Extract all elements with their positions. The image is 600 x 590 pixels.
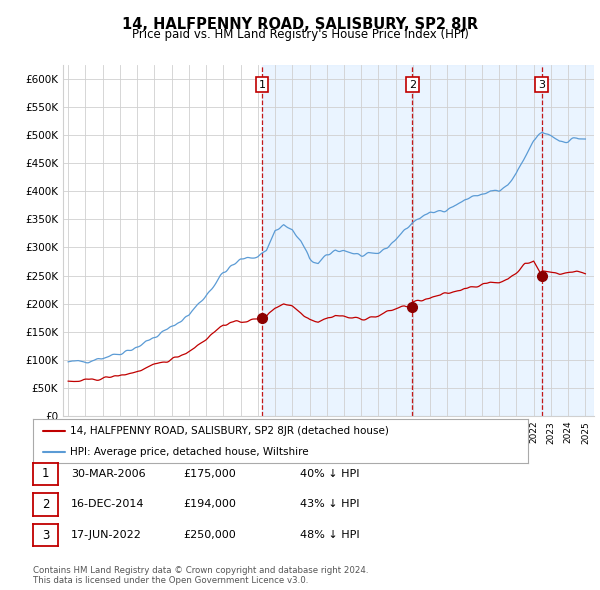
Text: £175,000: £175,000 xyxy=(183,469,236,478)
Text: 1: 1 xyxy=(259,80,266,90)
Text: 40% ↓ HPI: 40% ↓ HPI xyxy=(300,469,359,478)
Text: £194,000: £194,000 xyxy=(183,500,236,509)
Text: 17-JUN-2022: 17-JUN-2022 xyxy=(71,530,142,540)
Bar xyxy=(542,65,594,416)
Text: 14, HALFPENNY ROAD, SALISBURY, SP2 8JR (detached house): 14, HALFPENNY ROAD, SALISBURY, SP2 8JR (… xyxy=(70,427,389,436)
Text: 30-MAR-2006: 30-MAR-2006 xyxy=(71,469,145,478)
Text: 1: 1 xyxy=(42,467,49,480)
Text: £250,000: £250,000 xyxy=(183,530,236,540)
Text: 2: 2 xyxy=(42,498,49,511)
Text: 16-DEC-2014: 16-DEC-2014 xyxy=(71,500,145,509)
Bar xyxy=(262,65,412,416)
Text: 3: 3 xyxy=(538,80,545,90)
Text: Price paid vs. HM Land Registry's House Price Index (HPI): Price paid vs. HM Land Registry's House … xyxy=(131,28,469,41)
Bar xyxy=(412,65,542,416)
Text: Contains HM Land Registry data © Crown copyright and database right 2024.
This d: Contains HM Land Registry data © Crown c… xyxy=(33,566,368,585)
Text: 48% ↓ HPI: 48% ↓ HPI xyxy=(300,530,359,540)
Text: 3: 3 xyxy=(42,529,49,542)
Text: HPI: Average price, detached house, Wiltshire: HPI: Average price, detached house, Wilt… xyxy=(70,447,309,457)
Text: 43% ↓ HPI: 43% ↓ HPI xyxy=(300,500,359,509)
Text: 14, HALFPENNY ROAD, SALISBURY, SP2 8JR: 14, HALFPENNY ROAD, SALISBURY, SP2 8JR xyxy=(122,17,478,31)
Text: 2: 2 xyxy=(409,80,416,90)
